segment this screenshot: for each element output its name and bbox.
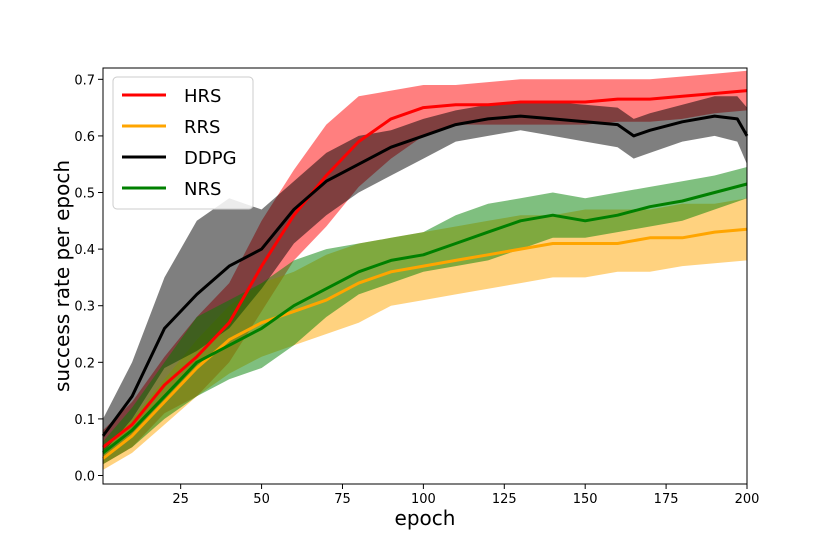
hrs-legend-label: HRS (184, 86, 221, 107)
x-tick-label: 150 (573, 492, 598, 507)
nrs-line (102, 182, 748, 455)
x-tick-label: 200 (735, 492, 760, 507)
y-axis-title: success rate per epoch (50, 160, 74, 392)
x-axis-title: epoch (395, 506, 456, 530)
y-tick-label: 0.4 (74, 243, 95, 258)
x-tick-label: 100 (411, 492, 436, 507)
ddpg-legend-label: DDPG (184, 148, 237, 169)
y-tick-label: 0.1 (74, 413, 95, 428)
hrs-line (102, 89, 748, 449)
nrs-legend-label: NRS (184, 179, 221, 200)
x-tick-label: 25 (172, 492, 189, 507)
y-tick-label: 0.2 (74, 356, 95, 371)
x-tick-label: 175 (654, 492, 679, 507)
y-tick-label: 0.7 (74, 73, 95, 88)
y-tick-label: 0.6 (74, 130, 95, 145)
rrs-band (103, 198, 747, 470)
y-axis-ticks: 0.0 0.1 0.2 0.3 0.4 0.5 0.6 0.7 (74, 73, 103, 485)
y-tick-label: 0.3 (74, 300, 95, 315)
rrs-legend-label: RRS (184, 117, 220, 138)
ddpg-band (103, 96, 747, 453)
legend-box (112, 76, 254, 210)
x-tick-label: 125 (492, 492, 517, 507)
x-axis-ticks: 25 50 75 100 125 150 175 200 (172, 484, 759, 507)
y-tick-label: 0.5 (74, 187, 95, 202)
ddpg-line (101, 114, 749, 437)
rrs-line (102, 227, 748, 460)
x-tick-label: 75 (334, 492, 351, 507)
series-lines (101, 89, 749, 460)
legend: HRS RRS DDPG NRS (112, 76, 254, 210)
y-tick-label: 0.0 (74, 470, 95, 485)
x-tick-label: 50 (253, 492, 270, 507)
plot-frame (102, 67, 748, 485)
